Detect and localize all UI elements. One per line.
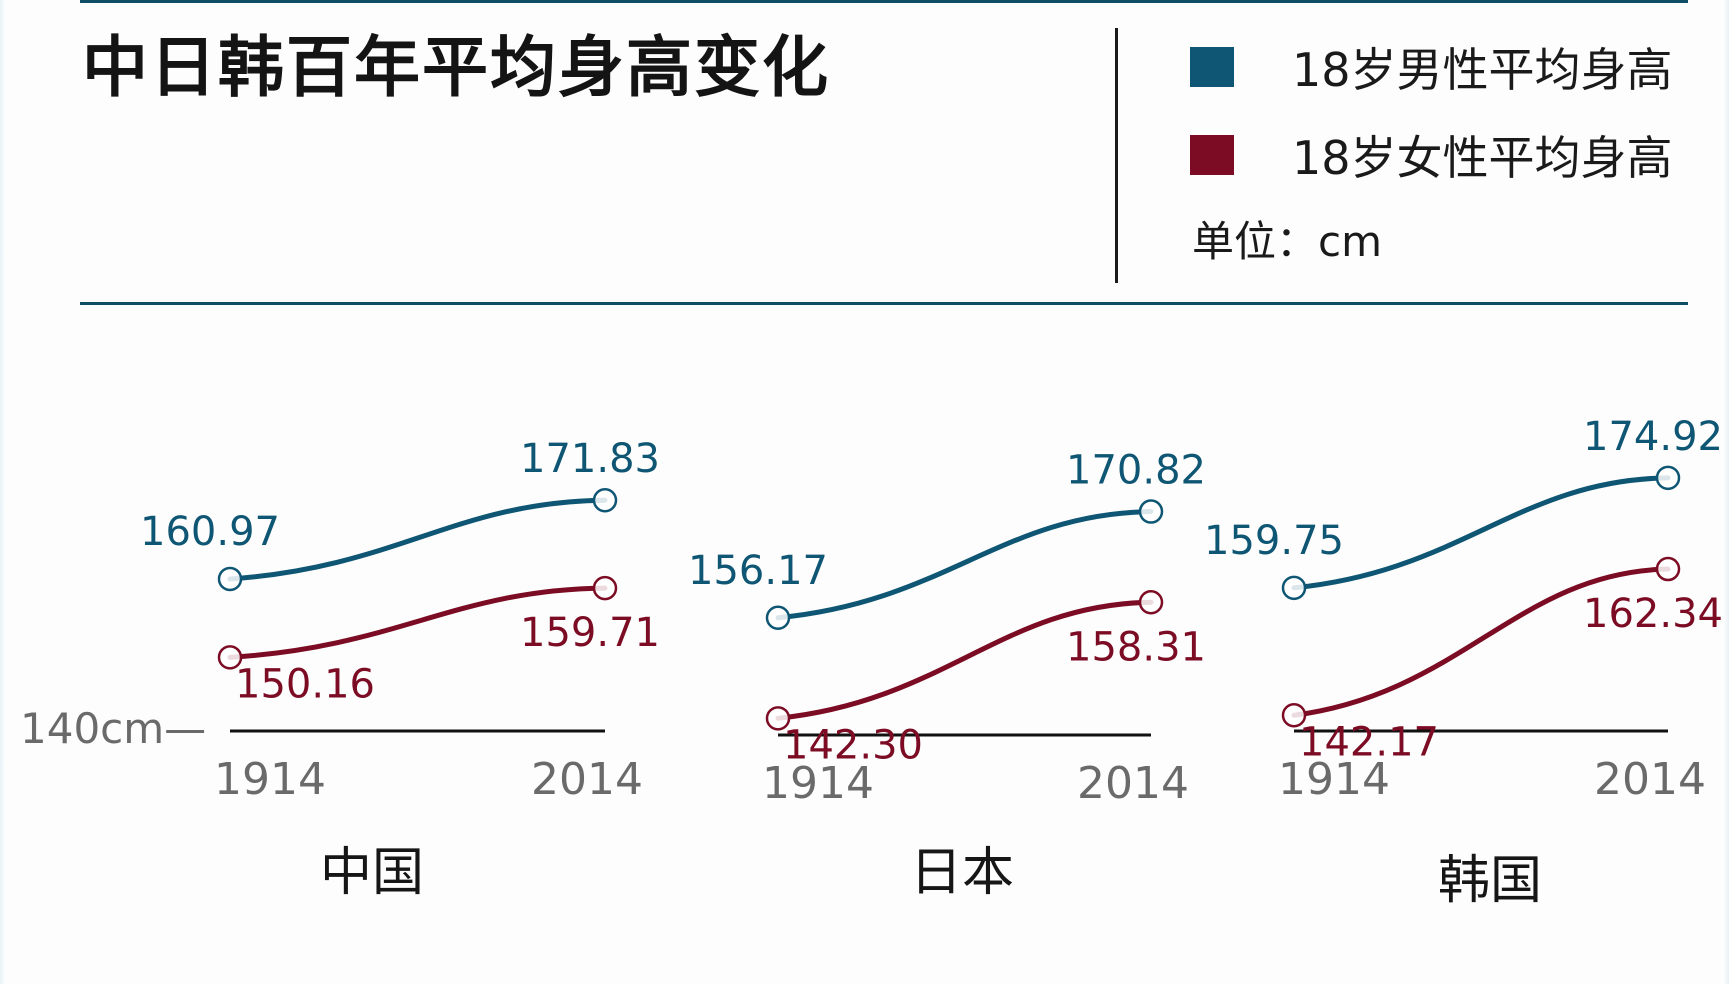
country-label-korea: 韩国 (1437, 851, 1543, 911)
legend-unit: 单位：cm (1192, 217, 1383, 266)
data-label-japan-male-2014: 170.82 (1066, 448, 1206, 494)
x-tick-label-korea-1914: 1914 (1278, 754, 1390, 805)
point-marker-china-female-1914 (217, 645, 243, 670)
baseline-label: 140cm— (20, 704, 206, 753)
series-line-japan-male (775, 509, 1154, 621)
chart-title: 中日韩百年平均身高变化 (82, 29, 830, 106)
legend-label-male: 18岁男性平均身高 (1292, 43, 1673, 97)
legend-swatch-male (1190, 47, 1234, 87)
legend-swatch-female (1190, 135, 1234, 175)
legend-item-male: 18岁男性平均身高 (1190, 34, 1673, 100)
frame-edge-right (1723, 0, 1729, 984)
data-label-korea-male-1914: 159.75 (1204, 518, 1344, 564)
top-rule (80, 0, 1688, 3)
point-marker-japan-male-1914 (765, 605, 791, 631)
data-label-japan-male-1914: 156.17 (688, 548, 828, 594)
point-marker-korea-female-1914 (1281, 703, 1307, 728)
data-label-china-male-2014: 171.83 (520, 436, 660, 482)
frame-edge-left (0, 0, 6, 984)
header-rule (80, 302, 1688, 305)
country-label-china: 中国 (319, 843, 425, 903)
point-marker-china-male-1914 (217, 566, 243, 592)
x-tick-label-china-1914: 1914 (214, 754, 326, 805)
point-marker-korea-female-2014 (1655, 556, 1681, 582)
point-marker-japan-female-2014 (1138, 590, 1164, 615)
data-label-japan-female-1914: 142.30 (783, 722, 923, 768)
data-label-korea-female-2014: 162.34 (1583, 591, 1723, 637)
series-line-korea-female (1291, 566, 1671, 718)
data-label-korea-male-2014: 174.92 (1583, 414, 1723, 460)
legend-label-female: 18岁女性平均身高 (1292, 131, 1673, 185)
point-marker-japan-female-1914 (765, 706, 791, 731)
point-marker-korea-male-1914 (1281, 575, 1307, 601)
x-tick-label-korea-2014: 2014 (1594, 754, 1706, 805)
data-label-china-male-1914: 160.97 (140, 509, 280, 555)
series-line-korea-male (1291, 475, 1671, 591)
header-divider (1115, 28, 1118, 283)
x-tick-label-china-2014: 2014 (531, 754, 643, 805)
point-marker-japan-male-2014 (1138, 499, 1164, 524)
point-marker-china-male-2014 (592, 487, 618, 513)
x-tick-label-japan-2014: 2014 (1077, 758, 1189, 809)
data-label-japan-female-2014: 158.31 (1066, 624, 1206, 670)
series-line-china-male (227, 497, 608, 582)
data-label-china-female-2014: 159.71 (520, 610, 660, 656)
data-label-korea-female-1914: 142.17 (1299, 719, 1439, 765)
country-label-japan: 日本 (909, 843, 1015, 903)
series-line-china-female (227, 585, 608, 660)
data-label-china-female-1914: 150.16 (235, 661, 375, 707)
point-marker-korea-male-2014 (1655, 465, 1681, 491)
series-line-japan-female (775, 599, 1154, 721)
x-tick-label-japan-1914: 1914 (762, 758, 874, 809)
point-marker-china-female-2014 (592, 575, 618, 601)
legend-item-female: 18岁女性平均身高 (1190, 122, 1673, 188)
